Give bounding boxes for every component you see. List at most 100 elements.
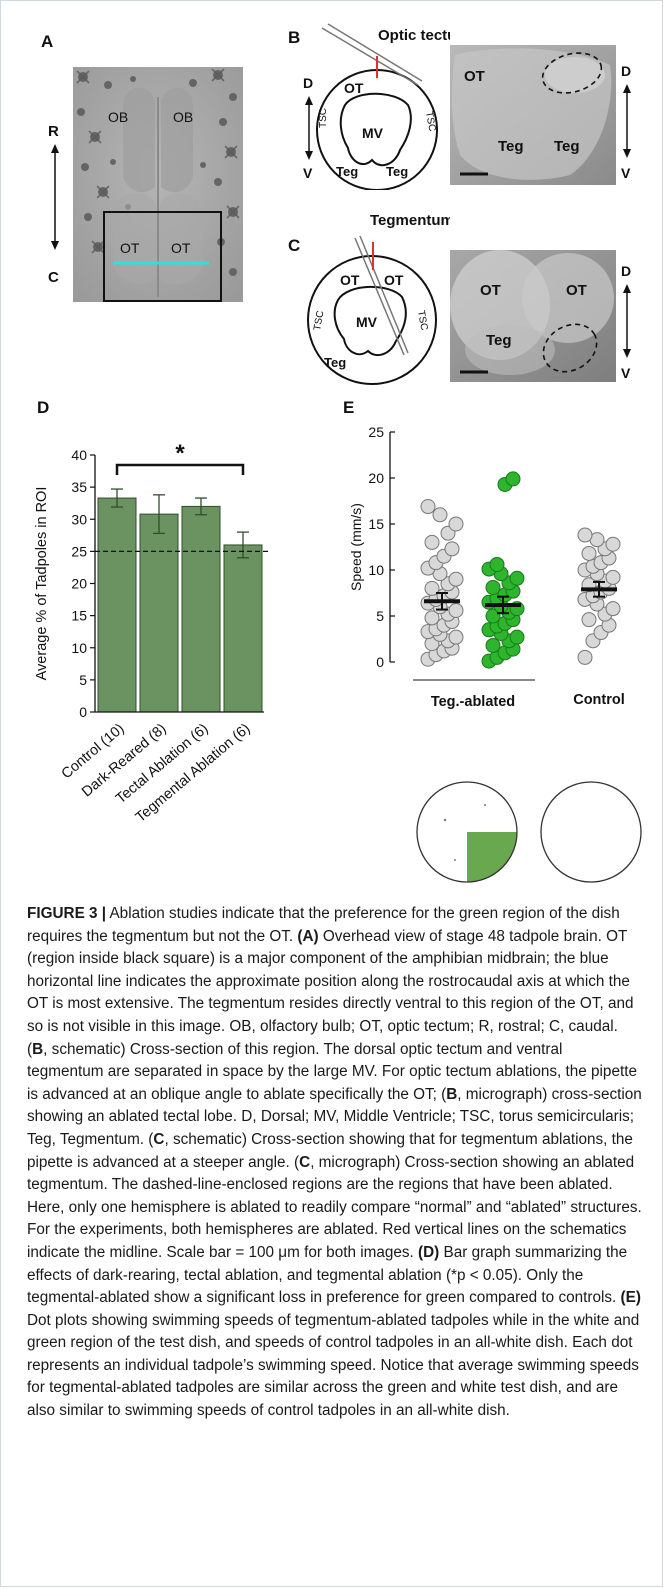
caption-ref-b: B <box>32 1040 44 1058</box>
data-dot <box>444 541 460 557</box>
middle-ventricle-outline-c <box>333 285 407 357</box>
data-dot <box>581 545 597 561</box>
panel-b-micrograph: OT Teg Teg <box>450 45 616 185</box>
data-dot <box>509 570 525 586</box>
data-dot <box>577 649 593 665</box>
micro-b-teg-left-label: Teg <box>498 138 524 155</box>
caption-ref-c: C <box>299 1153 311 1171</box>
caption-text: Overhead view of stage 48 tadpole brain.… <box>27 927 634 1058</box>
micro-c-axis: D V <box>621 263 631 381</box>
panel-c-micrograph: OT OT Teg <box>450 250 616 382</box>
micro-b-ventral-label: V <box>621 165 631 181</box>
ob-right-label: OB <box>173 109 193 125</box>
micro-b-dorsal-label: D <box>621 63 631 79</box>
caption-text: Bar graph summarizing the effects of dar… <box>27 1243 628 1307</box>
data-dot <box>432 507 448 523</box>
caption-ref-b: B <box>446 1085 458 1103</box>
panel-a-micrograph: OB OB OT OT <box>73 67 243 302</box>
dot-plot-e: Speed (mm/s) 0 5 10 15 20 25 Teg.-ablated Con… <box>348 424 625 710</box>
data-dot <box>448 629 464 645</box>
y-tick-label: 10 <box>71 640 87 656</box>
schematic-b-ot-label: OT <box>344 80 364 96</box>
ot-right-label: OT <box>171 240 191 256</box>
y-tick-label: 5 <box>376 608 384 624</box>
micro-b-axis: D V <box>621 63 631 181</box>
ablated-region-outline-c <box>542 323 598 373</box>
tegmental-ablation-section-image: OT OT Teg <box>450 250 616 382</box>
figure-number: FIGURE 3 | <box>27 905 107 922</box>
panel-label-c: C <box>288 236 301 255</box>
bar-chart-d: Average % of Tadpoles in ROI 0 5 10 15 20 25 3… <box>34 440 268 826</box>
schematic-b-mv-label: MV <box>362 125 384 141</box>
group-label-teg-ablated: Teg.-ablated <box>431 694 515 710</box>
schematic-b-tsc-left-label: TSC <box>318 108 329 128</box>
data-dot <box>448 571 464 587</box>
schematic-b-ventral-label: V <box>303 165 313 181</box>
data-dot <box>605 569 621 585</box>
caption-text: , micrograph) cross-section showing an a… <box>27 1085 642 1148</box>
y-tick-label: 15 <box>71 608 87 624</box>
brain-overhead-image: OB OB OT OT <box>73 67 243 302</box>
panel-label-d: D <box>37 398 50 417</box>
pipette-line-c1 <box>354 237 405 356</box>
ablated-region-outline <box>541 52 603 94</box>
data-dot <box>424 580 440 596</box>
ob-left-label: OB <box>108 109 128 125</box>
micro-c-ventral-label: V <box>621 365 631 381</box>
control-dish-icon <box>540 781 642 883</box>
caption-text: Ablation studies indicate that the prefe… <box>27 905 620 945</box>
y-tick-label: 0 <box>79 704 87 720</box>
schematic-c-ot-left-label: OT <box>340 272 360 288</box>
panel-b-title: Optic tectum (OT) Ablation <box>378 27 450 44</box>
y-tick-label: 25 <box>71 543 87 559</box>
test-dish-icon <box>416 781 518 883</box>
micro-c-teg-label: Teg <box>486 332 512 349</box>
data-dot <box>605 601 621 617</box>
bar <box>139 513 179 713</box>
data-dot <box>448 602 464 618</box>
data-dot <box>581 612 597 628</box>
micro-c-dorsal-label: D <box>621 263 631 279</box>
panel-label-b: B <box>288 28 301 47</box>
bar-chart-y-axis-label: Average % of Tadpoles in ROI <box>34 487 50 681</box>
y-tick-label: 20 <box>71 576 87 592</box>
y-tick-label: 30 <box>71 511 87 527</box>
group-label-control: Control <box>573 692 625 708</box>
schematic-c-mv-label: MV <box>356 314 378 330</box>
data-dot <box>448 516 464 532</box>
significance-bracket <box>115 463 245 475</box>
caption-ref-e: (E) <box>620 1289 641 1307</box>
panel-label-a: A <box>41 32 54 51</box>
caption-text: , micrograph) Cross-section showing an a… <box>27 1153 642 1261</box>
y-tick-label: 5 <box>79 672 87 688</box>
data-dot <box>509 629 525 645</box>
data-dot <box>605 536 621 552</box>
data-dot <box>485 608 501 624</box>
figure-caption: FIGURE 3 | Ablation studies indicate tha… <box>27 903 642 1423</box>
ot-region-box <box>103 211 222 302</box>
panel-b-schematic: Optic tectum (OT) Ablation D V OT MV TSC… <box>303 23 450 190</box>
middle-ventricle-outline <box>339 92 412 167</box>
caudal-label: C <box>48 269 59 286</box>
ot-left-label: OT <box>120 240 140 256</box>
panel-a-axis: R C <box>48 123 59 286</box>
caption-ref-d: (D) <box>418 1243 440 1261</box>
panel-c-schematic: Tegmentum (Teg) Ablation OT OT MV TSC TS… <box>307 212 450 385</box>
data-dot <box>505 471 521 487</box>
bar <box>223 544 263 713</box>
schematic-b-dorsal-label: D <box>303 75 313 91</box>
caption-text: Dot plots showing swimming speeds of teg… <box>27 1311 640 1420</box>
y-tick-label: 0 <box>376 654 384 670</box>
y-tick-label: 35 <box>71 479 87 495</box>
panel-label-e: E <box>343 398 355 417</box>
y-tick-label: 25 <box>368 424 384 440</box>
micro-c-ot-left-label: OT <box>480 282 501 299</box>
tectal-ablation-section-image: OT Teg Teg <box>450 45 616 185</box>
data-dot <box>485 637 501 653</box>
caption-ref-c: C <box>153 1130 165 1148</box>
data-dot <box>485 579 501 595</box>
schematic-b-tsc-right-label: TSC <box>423 111 437 133</box>
pipette-line-c2 <box>359 235 409 354</box>
micro-b-teg-right-label: Teg <box>554 138 580 155</box>
pipette-line-1 <box>321 27 419 86</box>
